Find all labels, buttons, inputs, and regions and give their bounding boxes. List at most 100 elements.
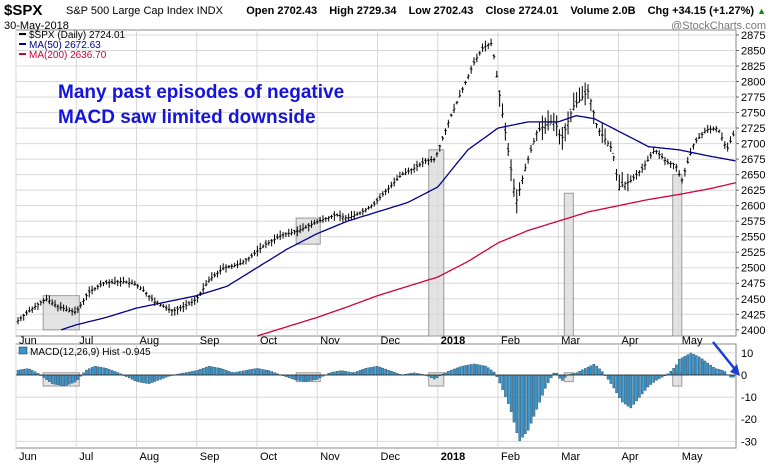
- price-y-tick-label: 2600: [741, 201, 765, 213]
- macd-hist-bar: [484, 365, 487, 376]
- price-highlight-box: [563, 192, 574, 337]
- macd-hist-bar: [202, 368, 205, 376]
- price-y-tick-label: 2450: [741, 294, 765, 306]
- macd-y-tick-label: -30: [741, 436, 757, 448]
- price-highlight-box: [672, 174, 683, 337]
- price-y-tick-label: 2875: [741, 30, 765, 42]
- macd-hist-bar: [712, 367, 715, 376]
- price-x-tick-label: Oct: [260, 335, 277, 347]
- macd-hist-bar: [204, 366, 208, 376]
- macd-hist-bar: [686, 354, 690, 376]
- macd-hist-bar: [487, 367, 490, 376]
- macd-hist-bar: [187, 371, 191, 376]
- macd-hist-bar: [626, 374, 630, 407]
- macd-hist-bar: [717, 369, 721, 376]
- macd-hist-bar: [147, 374, 151, 384]
- macd-hist-bar: [467, 364, 470, 376]
- macd-hist-bar: [629, 374, 633, 409]
- macd-hist-bar: [361, 369, 365, 376]
- macd-hist-bar: [199, 369, 202, 376]
- price-x-tick-label: Apr: [622, 335, 639, 347]
- macd-hist-bar: [387, 370, 390, 376]
- macd-hist-bar: [261, 369, 265, 376]
- macd-hist-bar: [93, 366, 97, 376]
- macd-x-tick-label: Oct: [260, 451, 277, 463]
- macd-hist-bar: [159, 374, 162, 380]
- macd-hist-bar: [581, 369, 584, 376]
- ma50-line: [60, 115, 736, 331]
- macd-hist-bar: [558, 374, 561, 379]
- price-x-tick-label: Jun: [19, 335, 37, 347]
- legend-entry: MA(200) 2636.70: [29, 50, 107, 61]
- macd-hist-bar: [85, 369, 88, 376]
- macd-hist-bar: [623, 374, 627, 405]
- price-x-tick-label: Aug: [140, 335, 160, 347]
- macd-hist-bar: [287, 374, 291, 378]
- macd-hist-bar: [723, 371, 727, 376]
- macd-hist-bar: [615, 374, 618, 394]
- volume-value: 2.0B: [612, 5, 636, 17]
- open-label: Open: [246, 5, 275, 17]
- macd-legend: MACD(12,26,9) Hist -0.945: [18, 346, 151, 358]
- macd-hist-bar: [162, 374, 165, 379]
- ticker-symbol: $SPX: [4, 2, 43, 19]
- macd-hist-bar: [227, 371, 231, 376]
- macd-hist-bar: [658, 374, 661, 379]
- price-y-tick-label: 2400: [741, 325, 765, 337]
- price-y-tick-label: 2500: [741, 263, 765, 275]
- macd-hist-bar: [344, 371, 348, 376]
- macd-hist-bar: [518, 374, 521, 441]
- macd-hist-bar: [16, 370, 20, 376]
- macd-hist-bar: [247, 369, 251, 376]
- macd-hist-bar: [700, 358, 704, 376]
- macd-hist-bar: [492, 371, 496, 376]
- macd-hist-bar: [355, 371, 359, 376]
- macd-hist-bar: [333, 371, 336, 376]
- macd-hist-bar: [304, 374, 308, 382]
- price-y-tick-label: 2800: [741, 77, 765, 89]
- macd-hist-bar: [298, 374, 302, 381]
- macd-hist-bar: [689, 352, 692, 376]
- macd-hist-bar: [692, 353, 695, 376]
- macd-hist-bar: [469, 364, 473, 376]
- macd-hist-bar: [336, 371, 339, 376]
- macd-hist-bar: [675, 364, 678, 376]
- macd-x-tick-label: Apr: [622, 451, 639, 463]
- quote-date: 30-May-2018: [4, 20, 69, 32]
- macd-hist-bar: [219, 368, 222, 376]
- macd-hist-bar: [28, 368, 31, 376]
- macd-hist-bar: [672, 368, 675, 376]
- macd-hist-bar: [378, 366, 382, 376]
- up-arrow-icon: ▲: [757, 6, 766, 16]
- volume-label: Volume: [570, 5, 610, 17]
- macd-hist-bar: [706, 362, 710, 376]
- macd-hist-bar: [127, 374, 131, 379]
- high-label: High: [329, 5, 354, 17]
- macd-hist-bar: [59, 374, 63, 386]
- macd-hist-bar: [358, 370, 362, 376]
- macd-hist-bar: [364, 368, 368, 376]
- macd-hist-bar: [698, 356, 701, 376]
- macd-hist-bar: [222, 369, 225, 376]
- price-x-tick-label: Feb: [501, 335, 520, 347]
- macd-hist-bar: [595, 365, 598, 376]
- macd-hist-bar: [136, 374, 140, 382]
- price-x-tick-label: May: [682, 335, 703, 347]
- macd-hist-bar: [264, 369, 268, 376]
- price-y-tick-label: 2525: [741, 247, 765, 259]
- price-y-tick-label: 2650: [741, 170, 765, 182]
- macd-hist-bar: [652, 374, 655, 383]
- price-y-tick-label: 2750: [741, 108, 765, 120]
- close-label: Close: [485, 5, 516, 17]
- price-y-tick-label: 2725: [741, 123, 765, 135]
- macd-hist-bar: [31, 370, 34, 376]
- macd-hist-bar: [341, 370, 345, 376]
- macd-hist-bar: [452, 368, 456, 376]
- macd-hist-bar: [384, 368, 387, 376]
- macd-hist-bar: [267, 370, 271, 376]
- macd-hist-bar: [635, 374, 638, 402]
- macd-hist-bar: [48, 374, 51, 382]
- macd-legend-entry: MACD(12,26,9) Hist -0.945: [30, 347, 151, 358]
- macd-hist-bar: [133, 374, 137, 381]
